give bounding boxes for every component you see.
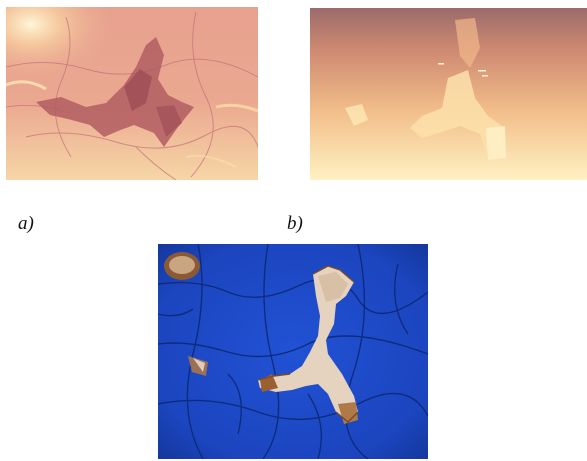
panel-a-photo bbox=[6, 7, 258, 180]
panel-c-false-color bbox=[158, 244, 428, 459]
panel-b-image bbox=[310, 8, 587, 180]
panel-b-caption: b) bbox=[287, 213, 303, 234]
panel-b-thermogram bbox=[310, 8, 587, 180]
panel-a-caption: a) bbox=[18, 213, 34, 234]
panel-c-image bbox=[158, 244, 428, 459]
panel-a-image bbox=[6, 7, 258, 180]
